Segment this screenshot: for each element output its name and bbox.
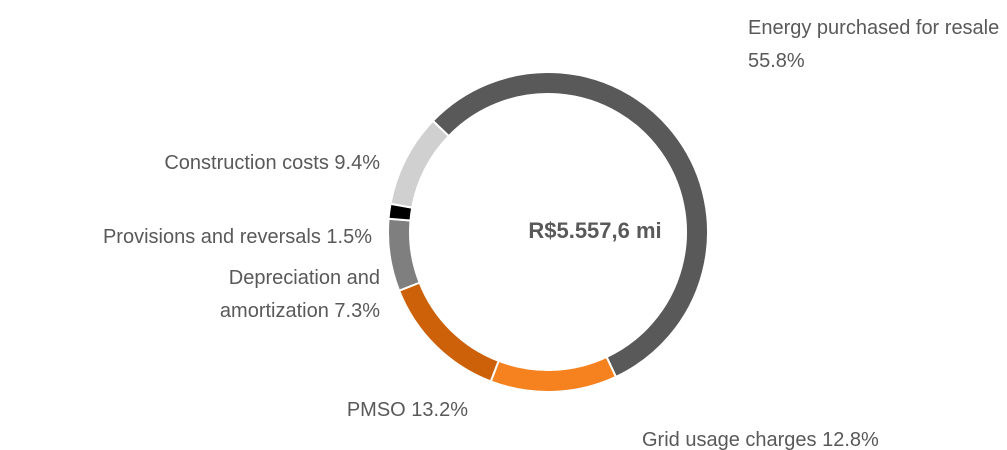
segment-label: Provisions and reversals 1.5% bbox=[0, 221, 372, 254]
segment-label: Depreciation and amortization 7.3% bbox=[140, 262, 380, 328]
value-label: 13.2% bbox=[411, 399, 468, 421]
donut-segment bbox=[389, 119, 451, 209]
segment-label: Construction costs 9.4% bbox=[40, 147, 380, 180]
donut-segment bbox=[387, 217, 421, 292]
value-label: 55.8% bbox=[748, 50, 805, 72]
center-label: R$5.557,6 mi bbox=[528, 218, 661, 243]
category-name: Depreciation and amortization bbox=[219, 267, 380, 322]
donut-segment bbox=[489, 355, 618, 393]
category-name: PMSO bbox=[346, 399, 406, 421]
category-name: Construction costs bbox=[164, 152, 329, 174]
value-label: 9.4% bbox=[334, 152, 380, 174]
category-name: Provisions and reversals bbox=[102, 226, 321, 248]
value-label: 7.3% bbox=[334, 300, 380, 322]
value-label: 12.8% bbox=[822, 429, 879, 450]
segment-label: PMSO 13.2% bbox=[200, 394, 468, 427]
category-name: Energy purchased for resale bbox=[748, 17, 1000, 39]
value-label: 1.5% bbox=[326, 226, 372, 248]
donut-segment bbox=[397, 281, 500, 383]
segment-label: Energy purchased for resale 55.8% bbox=[748, 12, 1004, 78]
category-name: Grid usage charges bbox=[642, 429, 817, 450]
segment-label: Grid usage charges 12.8% bbox=[642, 424, 972, 450]
